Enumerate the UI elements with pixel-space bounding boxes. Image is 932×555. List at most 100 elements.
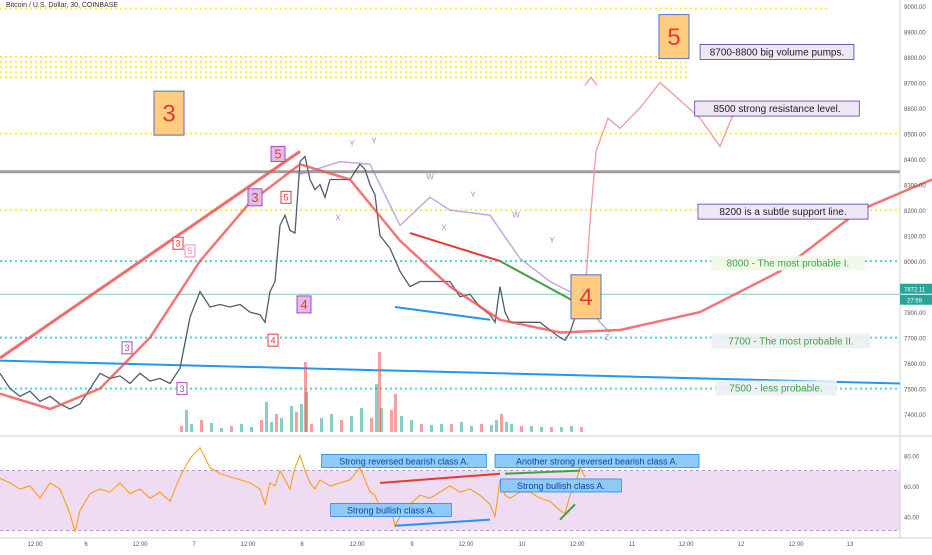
wave-label-text: 3	[162, 101, 175, 128]
volume-bar	[340, 420, 343, 432]
annotation-box	[694, 100, 860, 117]
wave-label-box	[184, 244, 196, 258]
wave-letter-label: Y	[349, 139, 355, 148]
wave-label-box	[176, 382, 188, 396]
bullish-channel-line	[394, 306, 491, 321]
price-tick-label: 7600.00	[904, 362, 926, 368]
volume-bar	[560, 427, 563, 432]
volume-spike	[304, 362, 307, 432]
wave-label-text: 5	[274, 147, 281, 162]
price-tick-label: 8800.00	[904, 56, 926, 62]
annotation-box	[697, 203, 869, 220]
rsi-annotation-box	[500, 478, 622, 493]
time-remaining-label: 27:59	[907, 299, 923, 305]
axes-layer: 9000.00 8900.00 8800.00 8700.00 8600.00 8500.…	[27, 5, 932, 548]
annotation-box	[699, 44, 855, 60]
annotation-box	[711, 333, 871, 349]
rsi-annotation-text: Another strong reversed bearish class A.	[516, 456, 678, 466]
volume-bar	[295, 412, 298, 432]
rsi-band	[0, 470, 900, 531]
wave-label-text: 4	[300, 297, 307, 312]
rsi-bearish-divergence-1	[379, 472, 501, 484]
volume-layer	[180, 352, 583, 432]
price-tick-label: 9000.00	[904, 5, 926, 11]
wave-letter-label: Y	[470, 190, 476, 199]
wave-label-box	[247, 188, 263, 207]
volume-bar	[420, 424, 423, 432]
current-price-label: 7872.11	[904, 288, 926, 294]
volume-bar	[580, 427, 583, 432]
volume-bar	[470, 426, 473, 432]
wave-label-box	[658, 14, 690, 60]
volume-bar	[230, 426, 233, 432]
volume-bar	[520, 426, 523, 432]
time-tick-label: 12:00	[678, 542, 694, 548]
rsi-annotation-box	[330, 503, 452, 517]
volume-bar	[275, 414, 278, 432]
rsi-tick-label: 60.00	[904, 485, 920, 491]
time-tick-label: 12:00	[569, 542, 585, 548]
time-tick-label: 10	[519, 542, 526, 548]
moving-average-line	[0, 162, 932, 411]
volume-bar	[460, 422, 463, 432]
wave-label-text: 3	[124, 343, 129, 353]
rsi-annotation-box	[494, 454, 700, 468]
rsi-tick-label: 80.00	[904, 454, 920, 460]
rsi-annotation-text: Strong reversed bearish class A.	[339, 456, 469, 466]
price-tick-label: 8300.00	[904, 184, 926, 190]
price-line	[0, 155, 586, 410]
price-tick-label: 8700.00	[904, 82, 926, 88]
volume-bar	[320, 418, 323, 432]
time-tick-label: 6	[84, 542, 88, 548]
wave-letter-label: W	[512, 211, 520, 220]
volume-bar	[500, 414, 503, 432]
volume-bar	[400, 416, 403, 432]
bearish-channel-line	[409, 232, 501, 263]
wave-label-box	[280, 190, 292, 204]
wave-letter-label: X	[441, 223, 447, 232]
volume-bar	[450, 424, 453, 432]
time-tick-label: 11	[629, 542, 636, 548]
volume-bar	[300, 404, 303, 432]
volume-bar	[180, 426, 183, 432]
time-tick-label: 12:00	[132, 542, 148, 548]
wave-letter-label: Z	[605, 333, 610, 342]
rsi-bearish-divergence-2	[504, 469, 581, 475]
volume-bar	[185, 410, 188, 432]
time-tick-label: 12:00	[788, 542, 804, 548]
volume-bar	[350, 416, 353, 432]
volume-spike	[394, 394, 397, 432]
volume-bar	[280, 418, 283, 432]
annotation-text: 8000 - The most probable I.	[727, 259, 850, 270]
volume-bar	[380, 408, 383, 432]
volume-bar	[240, 424, 243, 432]
wave-label-box	[270, 145, 286, 162]
volume-bar	[390, 410, 393, 432]
time-tick-label: 9	[410, 542, 414, 548]
time-tick-label: 13	[847, 542, 854, 548]
wave-letter-label: W	[426, 172, 434, 181]
wave-letter-label: X	[335, 213, 341, 222]
price-tick-label: 8000.00	[904, 260, 926, 266]
volume-bar	[250, 427, 253, 432]
volume-bar	[220, 428, 223, 432]
rsi-tick-label: 40.00	[904, 516, 920, 522]
wave-label-text: 5	[283, 192, 288, 202]
rsi-bullish-divergence-1	[394, 518, 491, 527]
price-tick-label: 8200.00	[904, 209, 926, 215]
price-tick-label: 8100.00	[904, 235, 926, 241]
annotation-text: 8200 is a subtle support line.	[719, 207, 846, 218]
wave-label-text: 3	[175, 238, 180, 248]
current-price-box	[900, 283, 932, 294]
time-tick-label: 8	[300, 542, 304, 548]
wave-label-text: 4	[579, 284, 592, 311]
wave-label-text: 3	[251, 190, 258, 205]
volume-bar	[550, 427, 553, 432]
volume-bar	[190, 424, 193, 432]
time-tick-label: 12:00	[240, 542, 256, 548]
wave-label-box	[296, 295, 312, 314]
time-tick-label: 12:00	[349, 542, 365, 548]
annotation-box	[711, 255, 865, 271]
